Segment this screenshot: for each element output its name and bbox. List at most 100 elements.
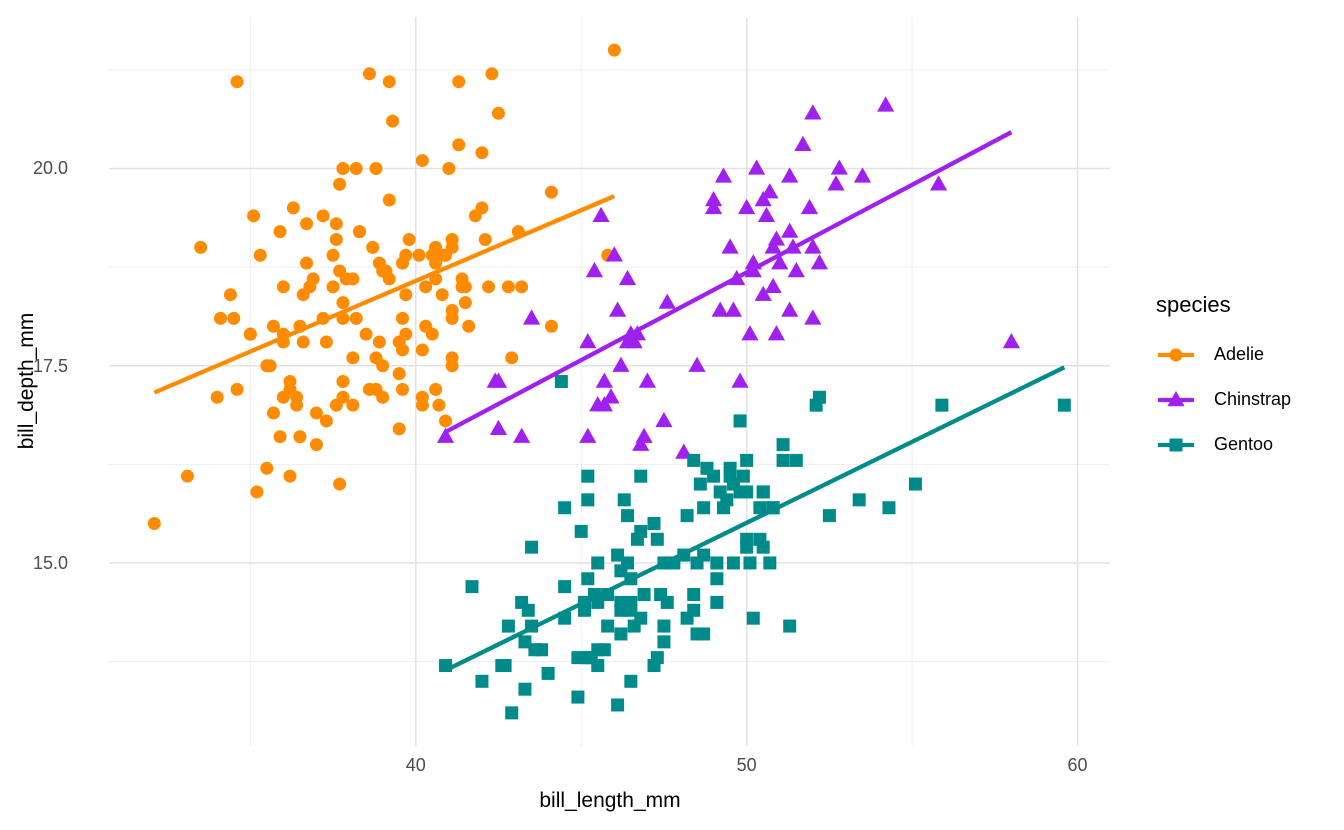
data-point-adelie (276, 390, 290, 404)
trendline-chinstrap (444, 130, 1013, 434)
data-point-adelie (283, 469, 297, 483)
data-point-adelie (372, 335, 386, 349)
data-point-chinstrap (800, 198, 819, 215)
data-point-gentoo (852, 493, 866, 507)
data-point-gentoo (740, 453, 754, 467)
data-point-gentoo (634, 469, 648, 483)
data-point-adelie (339, 272, 353, 286)
data-point-chinstrap (781, 222, 799, 238)
data-point-gentoo (475, 674, 489, 688)
data-point-adelie (505, 351, 519, 365)
data-point-adelie (333, 477, 347, 491)
data-point-chinstrap (804, 309, 822, 325)
data-point-adelie (399, 288, 413, 302)
data-point-gentoo (733, 485, 747, 499)
data-point-adelie (425, 327, 439, 341)
data-point-gentoo (581, 651, 595, 665)
data-point-chinstrap (704, 191, 723, 207)
data-point-gentoo (634, 611, 648, 625)
data-point-gentoo (498, 659, 512, 673)
data-point-adelie (386, 114, 400, 128)
data-point-adelie (515, 280, 529, 294)
data-point-chinstrap (602, 388, 620, 404)
data-point-adelie (458, 296, 472, 310)
trendline-gentoo (444, 365, 1066, 673)
data-point-gentoo (776, 438, 790, 452)
data-point-adelie (392, 422, 406, 436)
data-point-adelie (329, 232, 343, 246)
y-axis-title: bill_depth_mm (15, 312, 38, 450)
series-adelie-points (147, 43, 621, 531)
data-point-gentoo (680, 509, 694, 523)
data-point-adelie (336, 296, 350, 310)
data-point-chinstrap (658, 293, 676, 309)
data-point-gentoo (501, 619, 515, 633)
data-point-chinstrap (595, 396, 613, 412)
data-point-adelie (359, 327, 373, 341)
data-point-adelie (429, 382, 443, 396)
data-point-chinstrap (688, 356, 706, 372)
data-point-chinstrap (612, 356, 630, 372)
data-point-gentoo (578, 603, 592, 617)
data-point-gentoo (650, 532, 664, 546)
data-point-adelie (243, 327, 257, 341)
data-point-gentoo (541, 666, 555, 680)
y-tick-label: 17.5 (32, 355, 68, 376)
data-point-chinstrap (522, 309, 541, 325)
data-point-gentoo (743, 556, 757, 570)
data-point-gentoo (525, 540, 539, 554)
data-point-adelie (180, 469, 194, 483)
data-point-adelie (544, 319, 558, 333)
data-point-gentoo (710, 556, 724, 570)
data-point-adelie (247, 209, 261, 223)
data-point-adelie (415, 343, 429, 357)
data-point-chinstrap (810, 254, 829, 270)
data-point-chinstrap (704, 198, 723, 215)
data-point-gentoo (690, 556, 704, 570)
data-point-adelie (266, 406, 280, 420)
legend-entries: Adelie Chinstrap Gentoo (1156, 332, 1291, 467)
data-point-adelie (396, 311, 410, 325)
data-point-adelie (415, 154, 429, 168)
data-point-adelie (316, 209, 330, 223)
data-point-adelie (445, 311, 459, 325)
data-point-adelie (399, 248, 413, 262)
data-point-gentoo (621, 509, 635, 523)
data-point-gentoo (554, 375, 568, 388)
data-point-gentoo (518, 635, 532, 649)
data-point-adelie (250, 485, 264, 499)
data-point-chinstrap (724, 301, 743, 317)
data-point-gentoo (776, 453, 790, 467)
data-point-adelie (482, 280, 496, 294)
data-point-adelie (399, 327, 413, 341)
data-point-adelie (402, 232, 416, 246)
data-point-gentoo (571, 651, 585, 665)
data-point-gentoo (591, 556, 605, 570)
data-point-gentoo (597, 643, 611, 657)
data-point-chinstrap (1002, 333, 1020, 349)
data-point-adelie (458, 280, 472, 294)
data-point-gentoo (518, 682, 532, 696)
square-icon (1158, 438, 1194, 451)
data-point-adelie (309, 438, 323, 452)
data-point-adelie (362, 67, 376, 81)
data-point-gentoo (693, 477, 707, 491)
data-point-chinstrap (761, 183, 779, 199)
data-point-adelie (319, 414, 333, 428)
data-point-gentoo (634, 524, 648, 538)
data-point-gentoo (789, 453, 803, 467)
data-point-gentoo (723, 469, 737, 483)
data-point-gentoo (690, 627, 704, 641)
data-point-gentoo (654, 588, 668, 602)
data-point-gentoo (581, 493, 595, 507)
data-point-adelie (412, 248, 426, 262)
data-point-adelie (253, 248, 267, 262)
data-point-chinstrap (489, 372, 508, 388)
data-point-adelie (214, 311, 228, 325)
data-point-gentoo (720, 493, 734, 507)
data-point-chinstrap (929, 175, 948, 191)
data-point-adelie (435, 288, 449, 302)
data-point-adelie (349, 161, 363, 175)
data-point-chinstrap (747, 159, 766, 175)
x-tick-label: 50 (736, 755, 757, 775)
